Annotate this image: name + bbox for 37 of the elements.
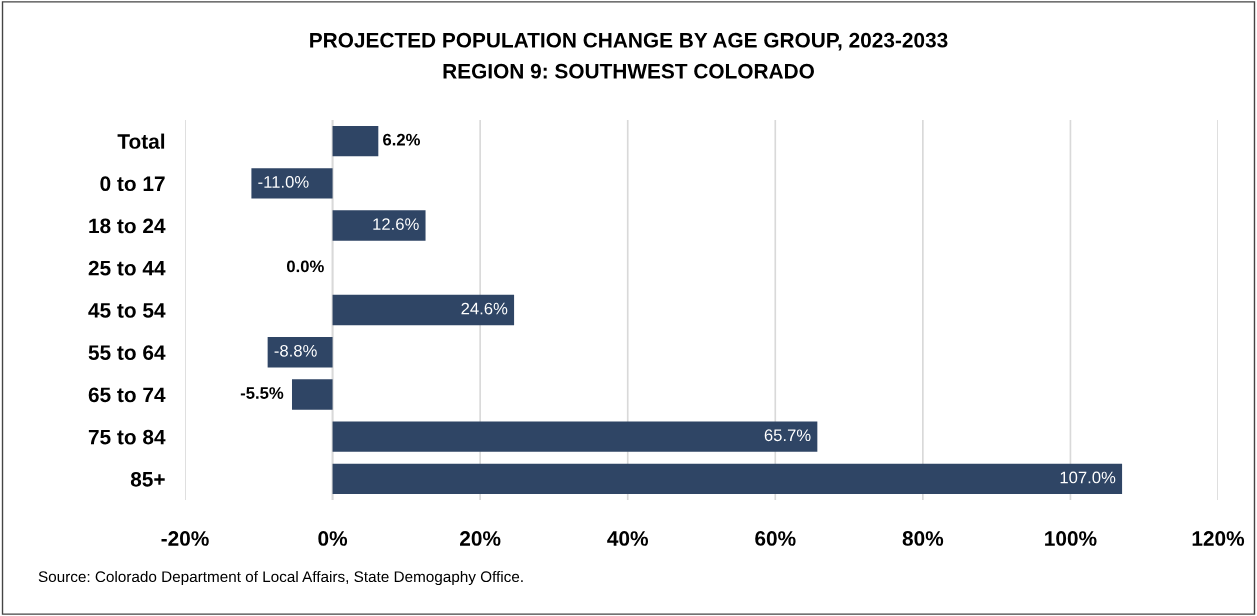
y-tick-label: 85+: [130, 471, 165, 487]
x-tick-label: 60%: [755, 531, 796, 546]
y-tick-label: 65 to 74: [88, 387, 166, 403]
data-label: 24.6%: [461, 302, 508, 315]
bar: [251, 168, 333, 199]
data-label: -11.0%: [258, 176, 309, 188]
bar: [267, 337, 333, 368]
data-label: 107.0%: [1060, 471, 1116, 484]
x-tick-label: 40%: [607, 531, 649, 546]
data-label: -5.5%: [240, 387, 284, 399]
bar: [332, 294, 515, 326]
bar: [332, 125, 379, 157]
data-label: 12.6%: [373, 218, 419, 231]
y-tick-label: 25 to 44: [88, 260, 166, 276]
bar: [332, 463, 1123, 495]
x-tick-label: 100%: [1045, 531, 1097, 546]
data-label: 0.0%: [286, 260, 324, 273]
data-label: 65.7%: [764, 429, 811, 442]
y-tick-label: 45 to 54: [88, 303, 166, 318]
data-label: -8.8%: [274, 344, 317, 357]
x-tick-label: 120%: [1192, 531, 1245, 546]
y-tick-label: 75 to 84: [88, 429, 166, 445]
x-tick-label: 20%: [460, 531, 501, 546]
y-tick-label: 55 to 64: [88, 345, 166, 360]
y-tick-label: 18 to 24: [89, 218, 166, 234]
x-tick-label: 80%: [902, 531, 944, 546]
x-tick-label: -20%: [161, 531, 209, 546]
y-tick-label: 0 to 17: [100, 176, 165, 192]
y-tick-label: Total: [117, 133, 165, 149]
chart-subtitle: REGION 9: SOUTHWEST COLORADO: [443, 63, 814, 79]
bar: [291, 379, 333, 410]
x-tick-label: 0%: [318, 531, 348, 546]
chart-title: PROJECTED POPULATION CHANGE BY AGE GROUP, 2023-2033: [310, 32, 948, 51]
bar: [332, 421, 818, 452]
data-label: 6.2%: [383, 133, 420, 146]
source-note: Source: Colorado Department of Local Affairs, State Demogaphy Office.: [38, 570, 523, 586]
bar: [332, 210, 426, 241]
